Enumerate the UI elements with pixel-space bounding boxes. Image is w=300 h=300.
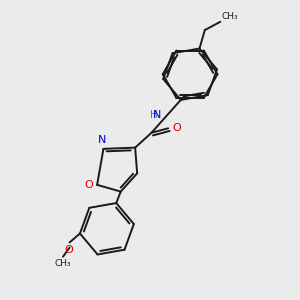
Text: N: N <box>98 135 106 145</box>
Text: O: O <box>172 123 181 133</box>
Text: H: H <box>150 110 158 120</box>
Text: O: O <box>64 244 73 254</box>
Text: N: N <box>153 110 162 120</box>
Text: CH₃: CH₃ <box>54 259 71 268</box>
Text: CH₃: CH₃ <box>222 12 238 21</box>
Text: O: O <box>84 180 93 190</box>
